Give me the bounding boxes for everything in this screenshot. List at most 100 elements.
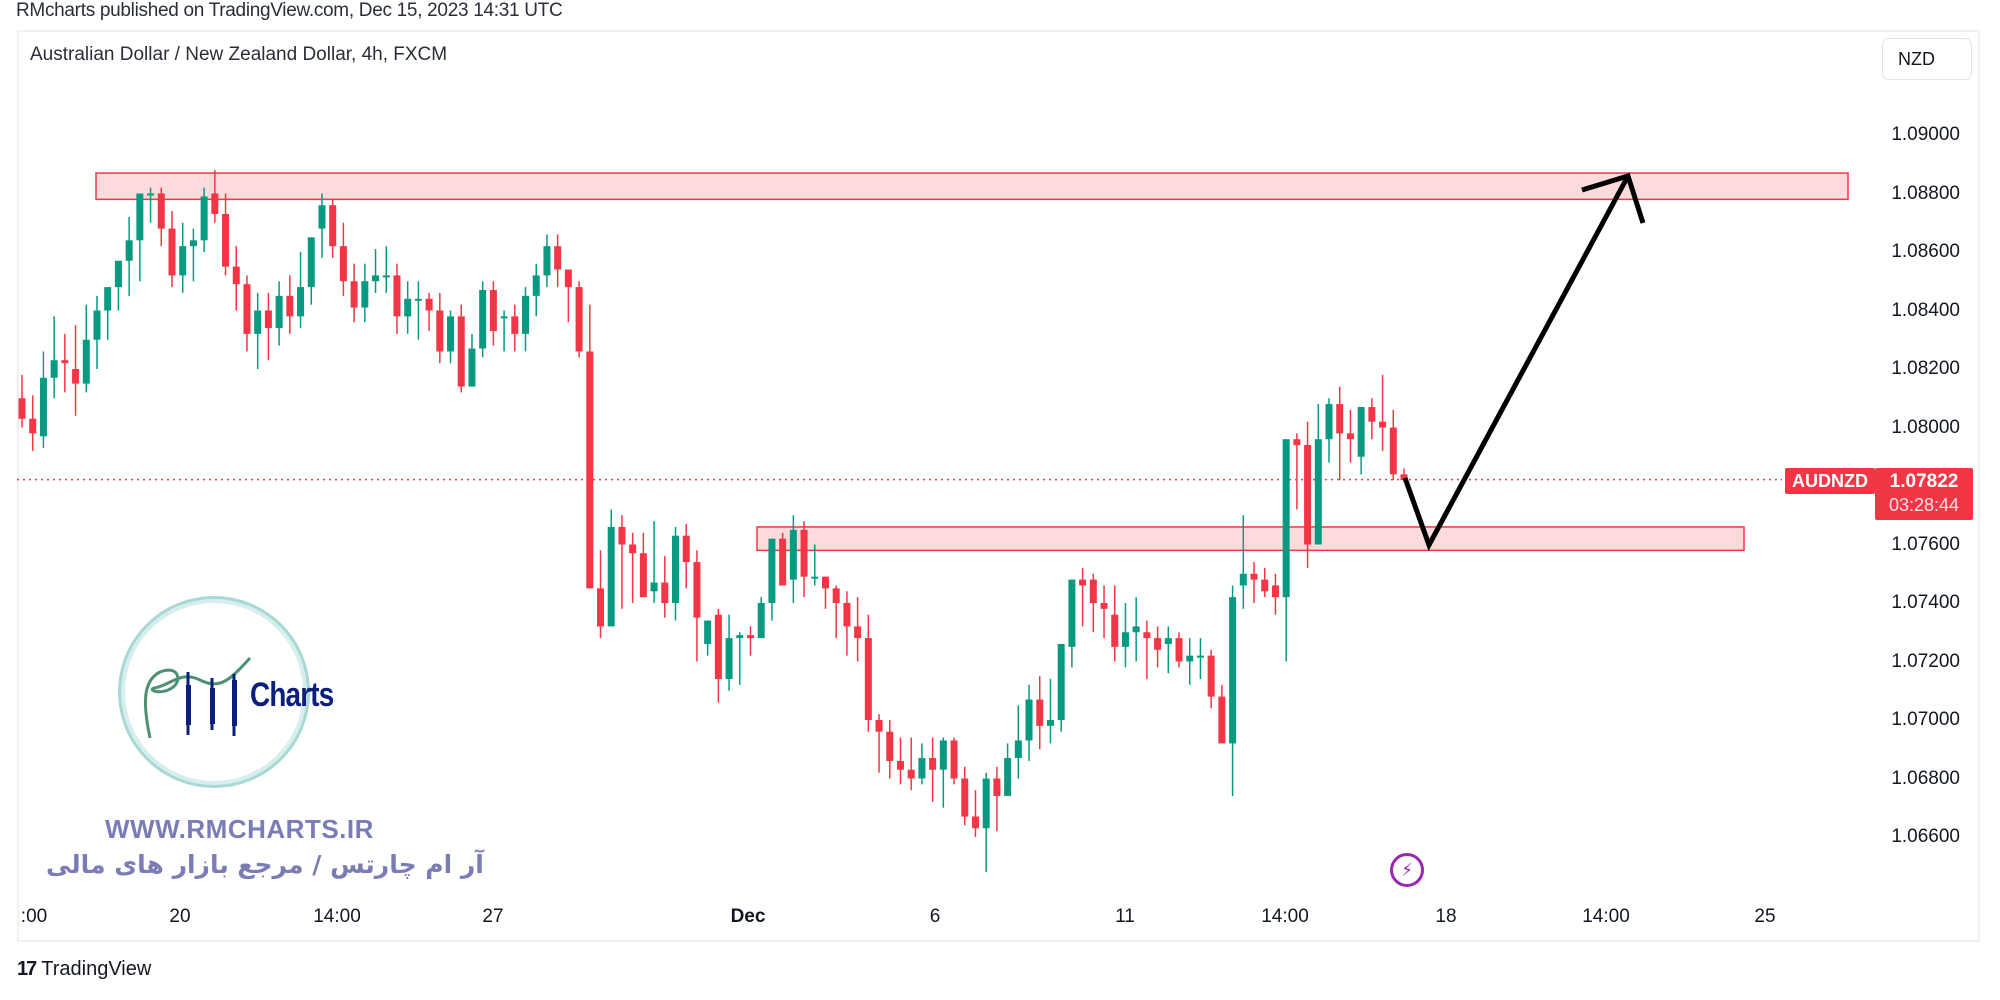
candle	[179, 222, 187, 293]
candle	[232, 246, 240, 311]
candle	[650, 521, 658, 603]
candle	[168, 211, 176, 288]
time-tick-label: 18	[1435, 906, 1457, 927]
candle	[125, 216, 133, 296]
time-tick-label: 25	[1754, 906, 1776, 927]
candle	[971, 790, 979, 837]
support-zone[interactable]	[756, 526, 1745, 552]
candle	[629, 532, 637, 603]
candle	[200, 187, 208, 252]
candle	[1389, 409, 1397, 481]
last-price-value: 1.07822	[1889, 471, 1959, 492]
zones-layer	[95, 172, 1849, 552]
candle	[222, 193, 230, 276]
candle	[1336, 386, 1344, 481]
candle	[1325, 398, 1333, 463]
candle	[254, 292, 262, 369]
candle	[50, 316, 58, 399]
candle	[961, 766, 969, 826]
time-tick-label: Dec	[730, 906, 766, 927]
candle	[189, 228, 197, 282]
tradingview-footer[interactable]: 17 TradingView	[17, 958, 151, 981]
candle	[489, 281, 497, 346]
candle	[1346, 409, 1354, 463]
candle	[1196, 638, 1204, 680]
candle	[1186, 638, 1194, 685]
candle	[425, 292, 433, 331]
candle	[575, 281, 583, 358]
price-tick-label: 1.08000	[1891, 416, 1960, 438]
candle	[1079, 567, 1087, 627]
candle	[1379, 374, 1387, 451]
candle	[1121, 603, 1129, 668]
logo-rm-icon	[143, 656, 252, 739]
candle	[554, 234, 562, 288]
candle	[436, 292, 444, 364]
candle	[286, 275, 294, 334]
candle	[147, 187, 155, 223]
candle	[447, 310, 455, 364]
candle	[1239, 515, 1247, 609]
candle	[479, 281, 487, 358]
resistance-zone[interactable]	[95, 172, 1849, 201]
candle	[1357, 407, 1365, 475]
candle	[1154, 626, 1162, 668]
candle	[1229, 585, 1237, 797]
price-tick-label: 1.09000	[1891, 124, 1960, 145]
candle	[114, 260, 122, 311]
candle	[757, 597, 765, 639]
candle	[500, 310, 508, 352]
time-tick-label: :00	[20, 906, 48, 927]
bar-countdown: 03:28:44	[1888, 495, 1960, 515]
candle	[1025, 684, 1033, 761]
candles-layer	[18, 170, 1408, 873]
candle	[886, 720, 894, 779]
candle	[1293, 433, 1301, 510]
candle	[939, 737, 947, 808]
candle	[682, 524, 690, 589]
candle	[896, 737, 904, 785]
candle	[307, 237, 315, 305]
candle	[522, 287, 530, 352]
candle	[532, 263, 540, 317]
candle	[1014, 705, 1022, 779]
watermark-tagline: آر ام چارتس / مرجع بازار های مالی	[46, 850, 484, 879]
candle	[907, 737, 915, 791]
candle	[1164, 626, 1172, 674]
price-tick-label: 1.06600	[1891, 826, 1960, 847]
candle	[1089, 573, 1097, 633]
price-tick-label: 1.06800	[1891, 767, 1960, 789]
price-tick-label: 1.08600	[1891, 241, 1960, 262]
published-caption: RMcharts published on TradingView.com, D…	[16, 0, 563, 21]
price-tick-label: 1.08400	[1891, 299, 1960, 321]
candle	[350, 263, 358, 323]
candle	[725, 614, 733, 691]
lightning-event-icon[interactable]: ⚡	[1390, 853, 1424, 887]
candle	[843, 591, 851, 656]
candle	[993, 766, 1001, 832]
time-tick-label: 14:00	[1582, 906, 1630, 927]
candle	[243, 275, 251, 352]
candle	[1068, 579, 1076, 668]
candle	[382, 246, 390, 293]
candle	[982, 772, 990, 873]
candle	[639, 532, 647, 598]
projection-arrow	[1402, 172, 1646, 552]
currency-button[interactable]: NZD	[1882, 38, 1972, 80]
watermark-url: WWW.RMCHARTS.IR	[105, 814, 374, 844]
candle	[811, 544, 819, 586]
candle	[1046, 679, 1054, 744]
candle	[211, 170, 219, 223]
candle	[339, 222, 347, 296]
candle	[1250, 562, 1258, 603]
candle	[329, 199, 337, 258]
candle	[1132, 597, 1140, 662]
candle	[1111, 585, 1119, 662]
candle	[618, 515, 626, 609]
candle	[1400, 468, 1408, 481]
candle	[104, 287, 112, 340]
candle	[93, 295, 101, 369]
candle	[414, 281, 422, 340]
candle	[82, 304, 90, 393]
